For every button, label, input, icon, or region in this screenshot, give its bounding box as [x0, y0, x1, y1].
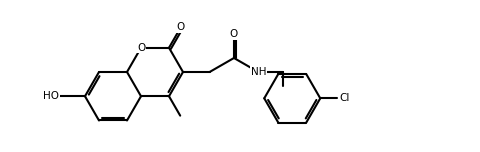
Text: O: O: [137, 43, 145, 53]
Text: O: O: [230, 29, 238, 39]
Text: HO: HO: [43, 91, 59, 101]
Text: O: O: [177, 22, 185, 32]
Text: NH: NH: [251, 67, 266, 77]
Text: Cl: Cl: [339, 93, 349, 103]
